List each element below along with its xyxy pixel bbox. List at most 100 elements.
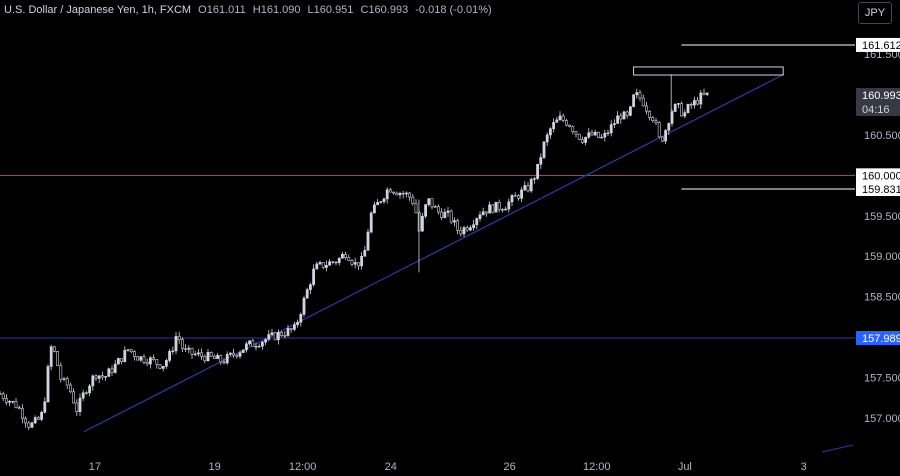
x-tick-label: 17 [89, 461, 101, 473]
candle [513, 192, 517, 197]
candle [129, 349, 133, 354]
candle-body [337, 257, 341, 263]
candle [155, 359, 159, 369]
candle [52, 346, 56, 353]
candle [229, 352, 232, 357]
candle [11, 400, 15, 404]
candle [27, 420, 31, 431]
price-label-text: 160.000 [862, 170, 900, 182]
candle-body [440, 211, 444, 219]
candle-body [232, 352, 236, 356]
candle [596, 131, 600, 139]
candle-body [696, 100, 700, 105]
candle [161, 365, 165, 372]
candle [273, 331, 277, 341]
candle-body [5, 398, 8, 403]
candle-body [507, 201, 511, 210]
candle-body [699, 92, 703, 105]
candle-body [133, 351, 136, 358]
candle [644, 101, 648, 115]
candle [238, 350, 242, 359]
candle [91, 374, 95, 391]
candle-body [622, 111, 626, 120]
candle [302, 295, 306, 317]
candle [612, 119, 616, 129]
candle-body [267, 334, 271, 340]
candle-body [181, 339, 184, 349]
x-tick-label: 3 [801, 461, 807, 473]
candle [40, 410, 44, 422]
candle [532, 177, 536, 184]
candle-body [331, 261, 335, 263]
candle [270, 328, 274, 337]
candle [481, 207, 485, 216]
candle [136, 355, 140, 361]
candle [433, 204, 437, 208]
candle-body [392, 191, 396, 194]
candle-body [660, 136, 664, 142]
x-tick-label: 24 [385, 461, 397, 473]
candle [587, 128, 591, 140]
candle [539, 153, 543, 170]
candle [337, 257, 341, 266]
candle [680, 101, 684, 117]
candle-body [165, 360, 168, 367]
currency-button[interactable]: JPY [858, 2, 892, 24]
candle-body [65, 378, 69, 386]
candle-body [270, 332, 274, 335]
candle [315, 261, 319, 270]
candle-body [49, 346, 53, 367]
candle [344, 251, 348, 260]
candle [638, 89, 642, 102]
candle [340, 251, 344, 259]
candle-body [612, 123, 616, 125]
candle [472, 219, 476, 231]
candle-body [395, 192, 399, 196]
x-axis: 17 19 12:00 24 26 12:00 Jul 3 [89, 461, 807, 473]
candle-body [596, 131, 600, 138]
candle [117, 357, 120, 365]
candle-body [11, 400, 15, 403]
candle [331, 260, 335, 265]
price-label-159.831: 159.831 [856, 182, 900, 197]
candle-body [340, 253, 344, 259]
candles [0, 74, 709, 431]
candle [334, 261, 338, 266]
candle-body [584, 136, 588, 143]
candle [440, 208, 444, 220]
candle [664, 129, 668, 144]
candle [529, 177, 533, 193]
candle-body [465, 227, 469, 231]
candle [558, 111, 562, 121]
price-label-160.000: 160.000 [856, 168, 900, 183]
candle-body [539, 157, 543, 165]
candle [30, 421, 34, 429]
candle [392, 191, 396, 195]
candle-body [478, 214, 482, 219]
price-label-157.989: 157.989 [856, 331, 900, 346]
close-label: C [360, 4, 369, 16]
candle-body [257, 345, 261, 348]
price-label-bg [856, 182, 900, 197]
candle [676, 103, 680, 109]
candle [152, 354, 156, 361]
candle [571, 125, 575, 135]
candle [292, 321, 296, 332]
candle-body [101, 375, 104, 378]
candle [689, 102, 693, 109]
candle [350, 259, 354, 267]
candle [696, 96, 700, 106]
candle-body [245, 343, 248, 351]
candle-body [222, 361, 226, 364]
candle-body [292, 324, 296, 330]
candle-body [692, 100, 696, 106]
candle [411, 194, 415, 206]
candle-body [126, 349, 130, 351]
candle [235, 354, 239, 359]
candle [168, 348, 172, 363]
candle [59, 362, 63, 383]
candle-body [561, 115, 565, 121]
candle [657, 120, 661, 139]
candle [548, 127, 552, 139]
